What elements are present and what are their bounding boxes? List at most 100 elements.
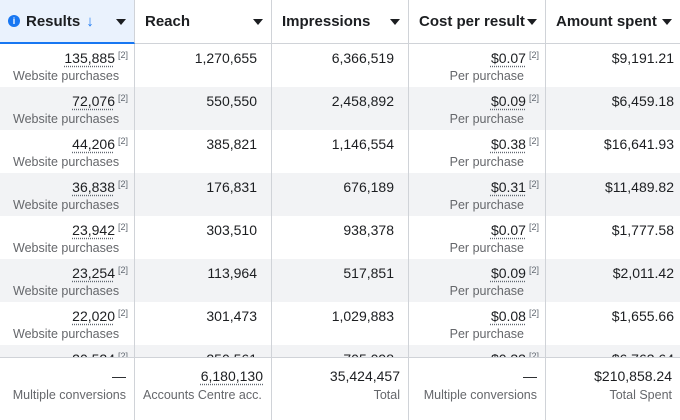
cost-number[interactable]: $0.38: [491, 136, 526, 152]
results-cell: 20,524[2]Website purchases: [0, 345, 135, 357]
totals-impressions-cell: 35,424,457 Total: [272, 358, 409, 420]
cost-type-label: Per purchase: [450, 284, 524, 298]
reach-cell: 113,964: [135, 259, 272, 302]
results-value: 23,254 [2]: [72, 265, 128, 281]
cost-type-label: Per purchase: [450, 112, 524, 126]
reach-cell: 550,550: [135, 87, 272, 130]
amount-spent-cell: $1,777.58: [546, 216, 680, 259]
results-value: 135,885 [2]: [64, 50, 128, 66]
results-number[interactable]: 23,942: [72, 222, 115, 238]
footnote-marker: [2]: [118, 50, 128, 60]
column-header-cost-per-result[interactable]: Cost per result: [409, 0, 546, 43]
results-number[interactable]: 135,885: [64, 50, 115, 66]
footnote-marker: [2]: [118, 179, 128, 189]
results-cell: 23,942 [2] Website purchases: [0, 216, 135, 259]
column-label: Amount spent: [556, 13, 657, 30]
impressions-cell: 705,098: [272, 345, 409, 357]
reach-value: 301,473: [206, 308, 257, 324]
results-number[interactable]: 72,076: [72, 93, 115, 109]
cost-per-result-value: $0.07 [2]: [491, 50, 539, 66]
cost-number[interactable]: $0.07: [491, 222, 526, 238]
chevron-down-icon[interactable]: [662, 19, 672, 25]
reach-cell: 1,270,655: [135, 44, 272, 87]
impressions-value: 517,851: [343, 265, 394, 281]
sort-descending-icon: ↓: [86, 13, 94, 30]
cost-number[interactable]: $0.31: [491, 179, 526, 195]
cost-number[interactable]: $0.09: [491, 265, 526, 281]
cost-per-result-value: $0.31 [2]: [491, 179, 539, 195]
totals-impressions-label: Total: [374, 388, 400, 402]
amount-spent-value: $11,489.82: [605, 179, 674, 195]
footnote-marker: [2]: [529, 136, 539, 146]
footnote-marker: [2]: [529, 308, 539, 318]
impressions-cell: 676,189: [272, 173, 409, 216]
reach-value: 1,270,655: [195, 50, 257, 66]
amount-spent-value: $6,459.18: [612, 93, 674, 109]
amount-spent-value: $2,011.42: [613, 265, 674, 281]
cost-per-result-value: $0.08 [2]: [491, 308, 539, 324]
footnote-marker: [2]: [529, 93, 539, 103]
table-row[interactable]: 135,885 [2] Website purchases 1,270,655 6,36…: [0, 44, 680, 87]
table-row[interactable]: 23,942 [2] Website purchases 303,510 938,378…: [0, 216, 680, 259]
impressions-value: 676,189: [343, 179, 394, 195]
amount-spent-value: $1,655.66: [612, 308, 674, 324]
results-type-label: Website purchases: [13, 284, 119, 298]
reach-cell: 301,473: [135, 302, 272, 345]
chevron-down-icon[interactable]: [390, 19, 400, 25]
column-header-results[interactable]: i Results ↓: [0, 0, 135, 44]
results-type-label: Website purchases: [13, 327, 119, 341]
results-value: 22,020 [2]: [72, 308, 128, 324]
totals-results-value: —: [112, 368, 126, 384]
impressions-value: 2,458,892: [332, 93, 394, 109]
chevron-down-icon[interactable]: [253, 19, 263, 25]
reach-value: 550,550: [206, 93, 257, 109]
results-value: 44,206 [2]: [72, 136, 128, 152]
cost-type-label: Per purchase: [450, 69, 524, 83]
totals-spent-value: $210,858.24: [594, 368, 672, 384]
results-cell: 36,838 [2] Website purchases: [0, 173, 135, 216]
footnote-marker: [2]: [118, 308, 128, 318]
column-header-reach[interactable]: Reach: [135, 0, 272, 43]
column-header-impressions[interactable]: Impressions: [272, 0, 409, 43]
totals-impressions-value: 35,424,457: [330, 368, 400, 384]
info-icon[interactable]: i: [8, 15, 20, 27]
table-row[interactable]: 36,838 [2] Website purchases 176,831 676,189…: [0, 173, 680, 216]
table-row[interactable]: 23,254 [2] Website purchases 113,964 517,851…: [0, 259, 680, 302]
table-row[interactable]: 44,206 [2] Website purchases 385,821 1,146,5…: [0, 130, 680, 173]
footnote-marker: [2]: [529, 179, 539, 189]
results-type-label: Website purchases: [13, 198, 119, 212]
table-row[interactable]: 20,524[2]Website purchases 250,561 705,098…: [0, 345, 680, 357]
chevron-down-icon[interactable]: [116, 19, 126, 25]
cost-per-result-cell: $0.08 [2] Per purchase: [409, 302, 546, 345]
column-header-amount-spent[interactable]: Amount spent: [546, 0, 680, 43]
results-number[interactable]: 23,254: [72, 265, 115, 281]
reach-value: 176,831: [206, 179, 257, 195]
results-number[interactable]: 22,020: [72, 308, 115, 324]
table-totals-row: — Multiple conversions 6,180,130 Account…: [0, 357, 680, 419]
results-cell: 22,020 [2] Website purchases: [0, 302, 135, 345]
table-row[interactable]: 72,076 [2] Website purchases 550,550 2,458,8…: [0, 87, 680, 130]
amount-spent-value: $9,191.21: [612, 50, 674, 66]
footnote-marker: [2]: [118, 136, 128, 146]
results-value: 23,942 [2]: [72, 222, 128, 238]
footnote-marker: [2]: [529, 265, 539, 275]
cost-number[interactable]: $0.08: [491, 308, 526, 324]
impressions-cell: 1,029,883: [272, 302, 409, 345]
results-number[interactable]: 36,838: [72, 179, 115, 195]
chevron-down-icon[interactable]: [527, 19, 537, 25]
totals-reach-value[interactable]: 6,180,130: [201, 368, 263, 384]
table-body: 135,885 [2] Website purchases 1,270,655 6,36…: [0, 44, 680, 357]
column-label: Impressions: [282, 13, 370, 30]
footnote-marker: [2]: [529, 222, 539, 232]
table-row[interactable]: 22,020 [2] Website purchases 301,473 1,029,8…: [0, 302, 680, 345]
reach-cell: 385,821: [135, 130, 272, 173]
cost-number[interactable]: $0.07: [491, 50, 526, 66]
cost-per-result-cell: $0.38 [2] Per purchase: [409, 130, 546, 173]
cost-number[interactable]: $0.09: [491, 93, 526, 109]
results-number[interactable]: 44,206: [72, 136, 115, 152]
cost-per-result-cell: $0.07 [2] Per purchase: [409, 216, 546, 259]
results-value: 36,838 [2]: [72, 179, 128, 195]
footnote-marker: [2]: [529, 50, 539, 60]
amount-spent-cell: $11,489.82: [546, 173, 680, 216]
